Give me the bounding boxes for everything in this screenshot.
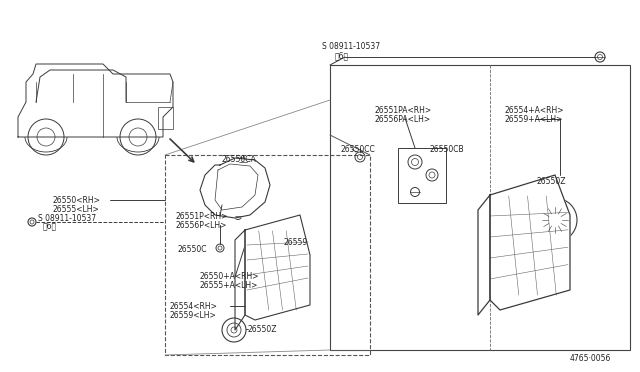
- Text: 26559<LH>: 26559<LH>: [170, 311, 217, 320]
- Text: S 08911-10537: S 08911-10537: [38, 214, 96, 223]
- Text: 26554+A<RH>: 26554+A<RH>: [505, 106, 564, 115]
- Text: 26550C: 26550C: [177, 245, 207, 254]
- Text: 26556PA<LH>: 26556PA<LH>: [375, 115, 431, 124]
- Text: 26550+A<RH>: 26550+A<RH>: [200, 272, 259, 281]
- Text: 26550Z: 26550Z: [537, 177, 566, 186]
- Text: 26550Z: 26550Z: [248, 325, 278, 334]
- Bar: [158, 107, 173, 129]
- Text: 26555+A<LH>: 26555+A<LH>: [200, 281, 259, 290]
- Bar: [165, 155, 370, 355]
- Text: 26555<LH>: 26555<LH>: [52, 205, 99, 214]
- Text: 26551PA<RH>: 26551PA<RH>: [375, 106, 432, 115]
- Bar: [398, 148, 446, 203]
- Text: （6）: （6）: [43, 221, 57, 230]
- Text: 26550CC: 26550CC: [341, 145, 376, 154]
- Polygon shape: [490, 175, 570, 310]
- Text: 26550CA: 26550CA: [222, 155, 257, 164]
- Bar: [330, 65, 630, 350]
- Text: 26559+A<LH>: 26559+A<LH>: [505, 115, 563, 124]
- Text: 4765·0056: 4765·0056: [570, 354, 611, 363]
- Text: 26551P<RH>: 26551P<RH>: [175, 212, 227, 221]
- Text: 26554<RH>: 26554<RH>: [170, 302, 218, 311]
- Polygon shape: [245, 215, 310, 320]
- Text: 26550<RH>: 26550<RH>: [52, 196, 100, 205]
- Text: 26559: 26559: [284, 238, 308, 247]
- Text: S 08911-10537: S 08911-10537: [322, 42, 380, 51]
- Polygon shape: [200, 158, 270, 218]
- Text: 26550CB: 26550CB: [430, 145, 465, 154]
- Text: 26556P<LH>: 26556P<LH>: [175, 221, 227, 230]
- Text: （6）: （6）: [335, 51, 349, 60]
